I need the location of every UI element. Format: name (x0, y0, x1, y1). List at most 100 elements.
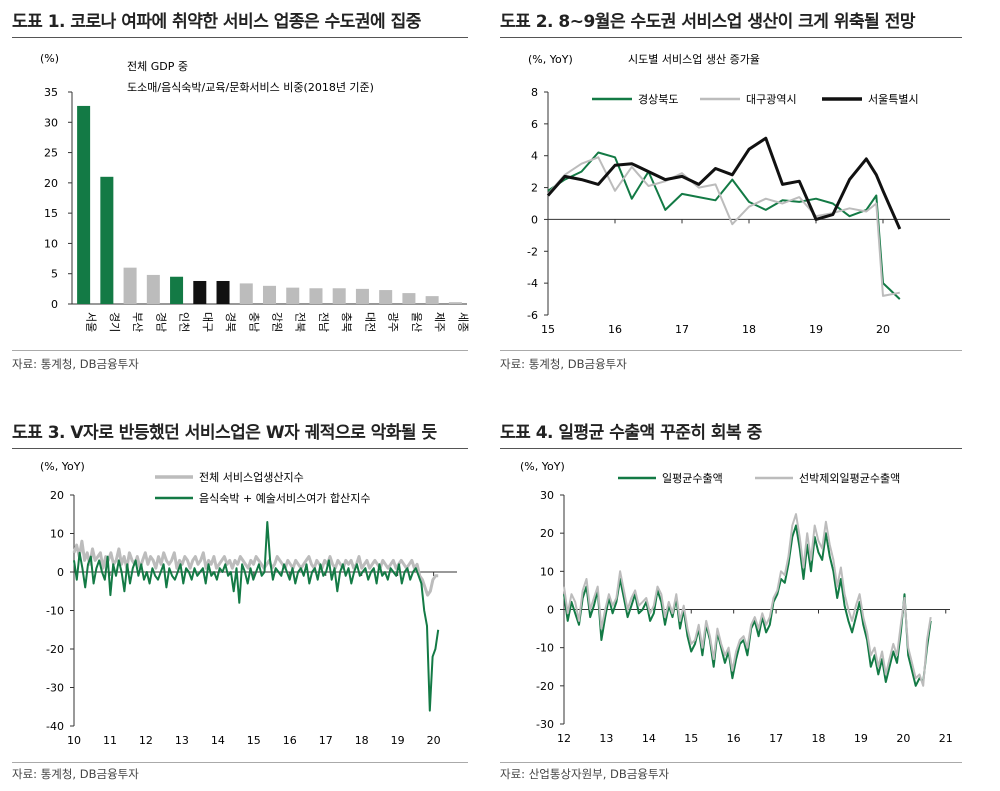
chart-1-category-label: 충남 (247, 312, 260, 332)
chart-2-legend-label-2: 대구광역시 (746, 93, 797, 106)
chart-3-ytick-label: -20 (46, 643, 64, 656)
chart-1-category-label: 경북 (224, 312, 237, 332)
chart-2-xtick-label: 16 (608, 323, 622, 336)
chart-4-xtick-label: 14 (642, 732, 656, 745)
chart-2-series-2-line (547, 156, 900, 297)
chart-1-bar-10 (286, 287, 300, 304)
chart-1-category-label: 부산 (131, 312, 144, 332)
chart-2-ytick-label: 6 (531, 118, 538, 131)
panel-4-top-rule (500, 448, 962, 449)
chart-1-bar-16 (425, 296, 439, 304)
chart-3-legend-label-1: 전체 서비스업생산지수 (199, 471, 304, 484)
panel-2-source: 자료: 통계청, DB금융투자 (500, 357, 627, 371)
chart-2-legend-label-3: 서울특별시 (868, 93, 919, 106)
chart-4-daily-average-exports: (%, YoY) -30 -20 -10 0 10 20 30 12 13 14 15 16 17 18 19… (520, 460, 953, 745)
chart-1-ytick-label: 35 (44, 86, 58, 99)
chart-1-category-label: 전북 (294, 312, 307, 332)
chart-1-ytick-label: 5 (51, 268, 58, 281)
chart-1-bar-6 (193, 280, 207, 304)
chart-2-xtick-label: 20 (876, 323, 890, 336)
chart-4-ytick-label: 0 (547, 604, 554, 617)
chart-3-ytick-label: -30 (46, 682, 64, 695)
chart-1-bar-1 (77, 105, 91, 304)
chart-3-xtick-label: 13 (175, 734, 189, 747)
chart-2-subtitle: 시도별 서비스업 생산 증가율 (628, 53, 760, 66)
chart-1-category-label: 광주 (387, 312, 400, 332)
chart-1-bar-17 (448, 302, 462, 304)
chart-1-bar-11 (309, 288, 323, 304)
chart-3-xtick-label: 19 (391, 734, 405, 747)
chart-1-category-label: 경남 (154, 312, 167, 332)
panel-1-title: 도표 1. 코로나 여파에 취약한 서비스 업종은 수도권에 집중 (12, 12, 421, 32)
chart-4-xtick-label: 21 (939, 732, 953, 745)
chart-4-xtick-label: 15 (684, 732, 698, 745)
chart-1-bar-7 (216, 280, 230, 304)
chart-2-ytick-label: 0 (531, 213, 538, 226)
chart-1-category-label: 대구 (201, 312, 214, 332)
chart-1-unit-label: (%) (40, 52, 59, 65)
chart-2-ytick-label: 8 (531, 86, 538, 99)
chart-4-ytick-label: 10 (540, 565, 554, 578)
chart-1-ytick-label: 0 (51, 298, 58, 311)
chart-4-xtick-label: 13 (599, 732, 613, 745)
chart-3-ytick-label: 20 (50, 489, 64, 502)
chart-3-xtick-label: 16 (283, 734, 297, 747)
chart-2-ytick-label: -4 (527, 277, 538, 290)
chart-1-annotation-line-2: 도소매/음식숙박/교육/문화서비스 비중(2018년 기준) (127, 81, 374, 94)
chart-3-xtick-label: 18 (355, 734, 369, 747)
chart-2-ytick-label: 4 (531, 150, 538, 163)
chart-4-ytick-label: -30 (536, 718, 554, 731)
chart-2-xtick-label: 15 (541, 323, 555, 336)
chart-1-category-label: 대전 (363, 312, 376, 332)
panel-4-bottom-rule (500, 762, 962, 763)
chart-2-legend-label-1: 경상북도 (638, 93, 678, 106)
chart-1-category-label: 인천 (178, 312, 192, 332)
chart-3-ytick-label: 0 (57, 566, 64, 579)
chart-1-bar-5 (170, 276, 184, 304)
chart-1-category-label: 강원 (271, 312, 284, 332)
chart-1-bar-4 (146, 274, 160, 304)
chart-4-ytick-label: -10 (536, 642, 554, 655)
chart-1-bar-13 (355, 288, 369, 304)
chart-4-legend-label-1: 일평균수출액 (662, 471, 723, 485)
chart-3-series-2-line (73, 521, 440, 712)
chart-2-ytick-label: -6 (527, 309, 538, 322)
chart-1-category-label: 제주 (433, 312, 446, 332)
chart-3-unit-label: (%, YoY) (40, 460, 85, 473)
chart-2-series-3-line (546, 136, 902, 230)
chart-1-bar-12 (332, 288, 346, 304)
chart-4-xtick-label: 16 (727, 732, 741, 745)
panel-1-bottom-rule (12, 350, 468, 351)
panel-4-title: 도표 4. 일평균 수출액 꾸준히 회복 중 (500, 423, 762, 443)
chart-4-xtick-label: 17 (769, 732, 783, 745)
chart-1-ytick-label: 20 (44, 177, 58, 190)
panel-2-title: 도표 2. 8~9월은 수도권 서비스업 생산이 크게 위축될 전망 (500, 12, 915, 32)
chart-1-bar-9 (262, 285, 277, 304)
chart-4-xtick-label: 18 (812, 732, 826, 745)
chart-3-xtick-label: 11 (103, 734, 117, 747)
chart-3-xtick-label: 10 (67, 734, 81, 747)
chart-4-legend-label-2: 선박제외일평균수출액 (799, 471, 900, 485)
panel-3-top-rule (12, 448, 468, 449)
panel-3-source: 자료: 통계청, DB금융투자 (12, 767, 139, 781)
chart-4-ytick-label: 20 (540, 527, 554, 540)
chart-4-xtick-label: 19 (854, 732, 868, 745)
chart-1-category-label: 세종 (456, 312, 469, 332)
panel-3-bottom-rule (12, 762, 468, 763)
chart-4-unit-label: (%, YoY) (520, 460, 565, 473)
panel-2-top-rule (500, 37, 962, 38)
panel-2-bottom-rule (500, 350, 962, 351)
chart-1-bar-8 (239, 283, 253, 304)
chart-4-ytick-label: 30 (540, 489, 554, 502)
chart-2-xtick-label: 17 (675, 323, 689, 336)
chart-3-ytick-label: 10 (50, 528, 64, 541)
chart-3-xtick-label: 14 (211, 734, 225, 747)
chart-3-ytick-label: -40 (46, 720, 64, 733)
chart-3-xtick-label: 20 (427, 734, 441, 747)
chart-4-series-1-line (563, 524, 932, 687)
chart-4-xtick-label: 20 (896, 732, 910, 745)
chart-2-series-1-line (547, 151, 901, 300)
chart-3-service-production-index: (%, YoY) -40 -30 -20 -10 0 10 20 10 11 12 13 14 15 16 1… (40, 460, 457, 747)
chart-3-xtick-label: 12 (139, 734, 153, 747)
